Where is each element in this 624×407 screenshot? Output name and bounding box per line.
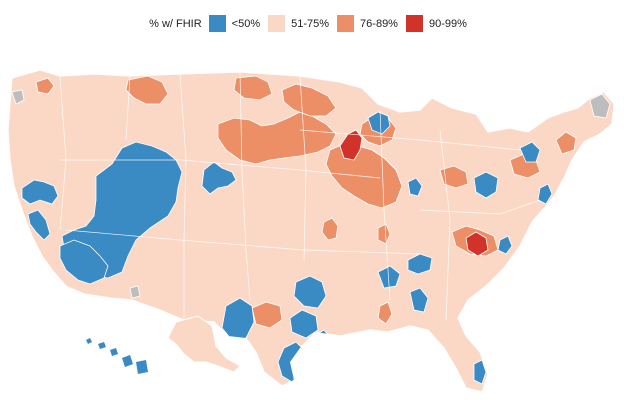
legend-label-51-75: 51-75%	[291, 17, 330, 30]
region-minnesota-orange	[281, 83, 337, 117]
region-mississippi-orange	[377, 301, 393, 325]
legend-item-under-50: <50%	[208, 15, 261, 32]
region-alabama-blue	[409, 287, 429, 313]
region-new-england-orange	[555, 131, 577, 155]
region-ny-blue	[519, 141, 541, 163]
map-svg	[7, 69, 615, 393]
region-michigan-blue	[367, 111, 391, 135]
region-socal-blue	[59, 239, 109, 285]
region-alaska	[167, 315, 241, 373]
region-ca-central-blue	[27, 209, 51, 241]
region-hawaii	[86, 338, 148, 374]
legend-item-76-89: 76-89%	[337, 15, 398, 32]
region-ca-bay-blue	[21, 179, 59, 205]
region-no-data-nv	[129, 285, 141, 299]
region-ohio-orange	[439, 165, 469, 189]
legend-label-76-89: 76-89%	[360, 17, 398, 30]
legend-swatch-76-89	[337, 15, 355, 32]
region-no-data-northeast	[589, 93, 611, 119]
legend-title: % w/ FHIR	[149, 17, 202, 30]
legend-label-under-50: <50%	[231, 17, 261, 30]
legend-swatch-90-99	[405, 15, 423, 32]
region-no-data-wa	[11, 89, 25, 105]
region-group	[11, 71, 611, 385]
region-wa-orange	[35, 77, 55, 95]
region-dallas-blue	[289, 309, 319, 339]
region-upper-midwest-orange	[217, 111, 337, 165]
map-legend: % w/ FHIR <50% 51-75% 76-89% 90-99%	[0, 15, 624, 32]
region-colorado-blue	[201, 161, 237, 195]
legend-swatch-51-75	[268, 15, 286, 32]
region-minnesota-red	[339, 129, 363, 161]
legend-item-51-75: 51-75%	[268, 15, 329, 32]
legend-swatch-under-50	[208, 15, 226, 32]
region-ohio-blue	[473, 171, 499, 199]
region-nj-blue	[537, 183, 553, 205]
region-west-blue	[61, 141, 183, 279]
legend-item-90-99: 90-99%	[405, 15, 467, 32]
region-missouri-orange	[321, 217, 339, 241]
region-montana-east-orange	[233, 75, 273, 101]
region-virginia-red	[465, 231, 489, 257]
region-oklahoma-blue	[293, 275, 327, 309]
boundary-lines	[59, 71, 541, 321]
legend-label-90-99: 90-99%	[428, 17, 467, 30]
region-indiana-blue	[407, 177, 423, 197]
region-florida-blue	[473, 359, 487, 385]
us-choropleth-map	[0, 52, 624, 407]
region-new-mexico-orange	[251, 301, 283, 329]
region-west-texas-blue	[221, 297, 255, 341]
region-carolina-blue	[497, 235, 513, 255]
